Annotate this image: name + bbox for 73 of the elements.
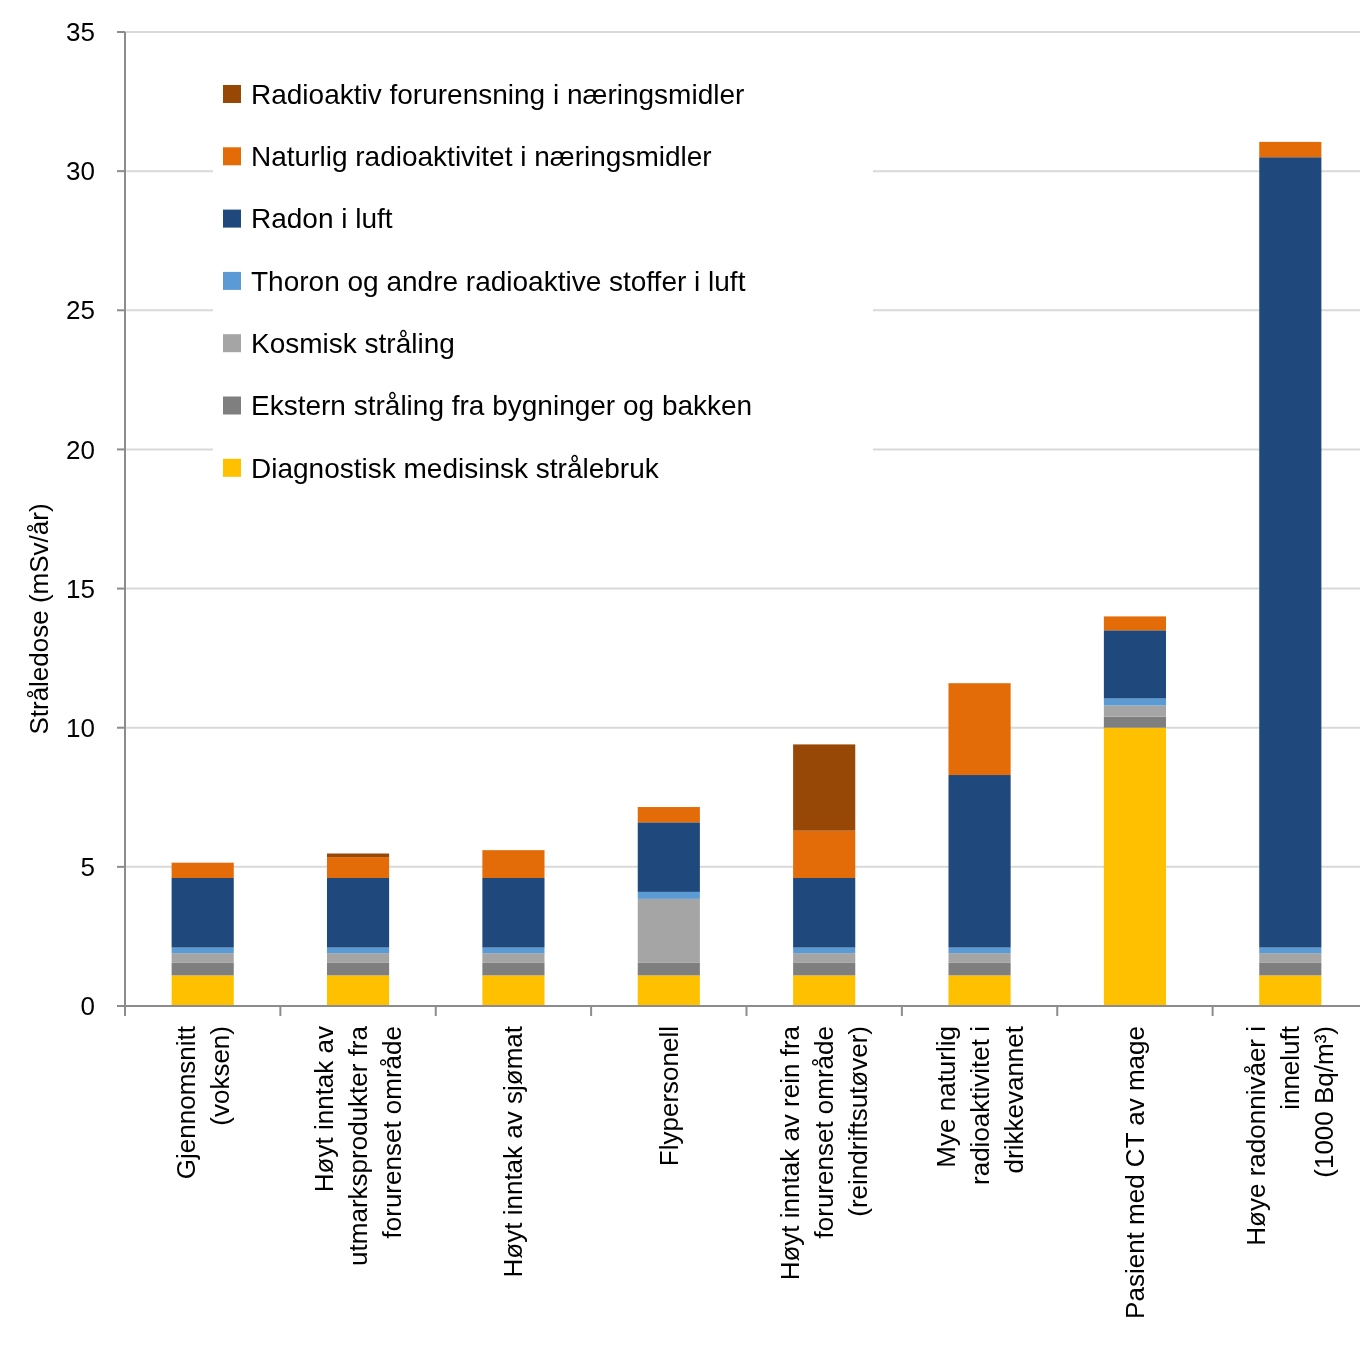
bar (171, 862, 234, 878)
legend-label: Naturlig radioaktivitet i næringsmidler (251, 141, 712, 173)
bar (326, 947, 390, 954)
y-tick-label: 20 (66, 434, 95, 465)
bar (1259, 953, 1322, 963)
bar (793, 975, 856, 1006)
bar (948, 953, 1011, 963)
x-tick-label: Pasient med CT av mage (1119, 1026, 1150, 1319)
bar (1103, 727, 1167, 1006)
legend-label: Ekstern stråling fra bygninger og bakken (251, 390, 753, 422)
bar (948, 683, 1011, 776)
bar (637, 962, 700, 976)
y-tick-label: 5 (80, 851, 95, 882)
x-tick-label: Høyt inntak av sjømat (498, 1025, 529, 1278)
bar (1103, 630, 1167, 699)
bar (637, 898, 700, 963)
bar (1103, 705, 1167, 717)
bar (326, 877, 390, 948)
bar (793, 877, 856, 948)
x-tick-label: Høyt inntak av utmarksprodukter fra forurenset område (309, 1025, 408, 1266)
bar (1103, 616, 1167, 631)
x-tick-label: Gjennomsnitt (voksen) (170, 1025, 235, 1180)
x-tick-label: Høye radonnivåer i inneluft (1000 Bq/m³) (1241, 1025, 1340, 1246)
x-tick-label: Flypersonell (653, 1026, 684, 1167)
bar (326, 975, 390, 1006)
bar (482, 877, 545, 948)
bar (948, 775, 1011, 948)
bar (326, 857, 390, 878)
bar (1259, 962, 1322, 976)
bar (1103, 698, 1167, 706)
legend-label: Radioaktiv forurensning i næringsmidler (251, 78, 745, 110)
bar (171, 975, 234, 1006)
legend-label: Thoron og andre radioaktive stoffer i luft (251, 265, 746, 297)
bar (1259, 975, 1322, 1006)
bar (171, 877, 234, 948)
bar (793, 953, 856, 963)
bar (793, 744, 856, 831)
bar (637, 891, 700, 899)
bar (326, 953, 390, 963)
x-tick-label: Høyt inntak av rein fra forurenset område (reindriftsutøver) (775, 1025, 874, 1281)
legend-label: Radon i luft (251, 203, 393, 235)
bar (326, 853, 390, 858)
bar (482, 975, 545, 1006)
y-tick-label: 10 (66, 712, 95, 743)
bar (1259, 947, 1322, 954)
legend-label: Kosmisk stråling (251, 328, 455, 359)
bar (948, 962, 1011, 976)
bar (1259, 157, 1322, 948)
bar (793, 962, 856, 976)
bar (482, 962, 545, 976)
y-tick-label: 30 (66, 156, 95, 187)
legend-label: Diagnostisk medisinsk strålebruk (251, 452, 660, 484)
bar (171, 962, 234, 976)
bar (793, 947, 856, 954)
bar (482, 953, 545, 963)
bar (948, 947, 1011, 954)
y-axis-title: Stråledose (mSv/år) (24, 503, 54, 735)
bar (637, 807, 700, 823)
y-tick-label: 15 (66, 573, 95, 604)
bar (793, 830, 856, 878)
y-tick-label: 25 (66, 295, 95, 326)
bar (171, 947, 234, 954)
bar (948, 975, 1011, 1006)
bar (1103, 716, 1167, 728)
bar (637, 975, 700, 1006)
bar (482, 947, 545, 954)
bar (171, 953, 234, 963)
bar (326, 962, 390, 976)
y-tick-label: 0 (80, 991, 95, 1022)
bar (637, 822, 700, 892)
bar (482, 850, 545, 878)
bar (1259, 141, 1322, 158)
y-tick-label: 35 (66, 17, 95, 48)
